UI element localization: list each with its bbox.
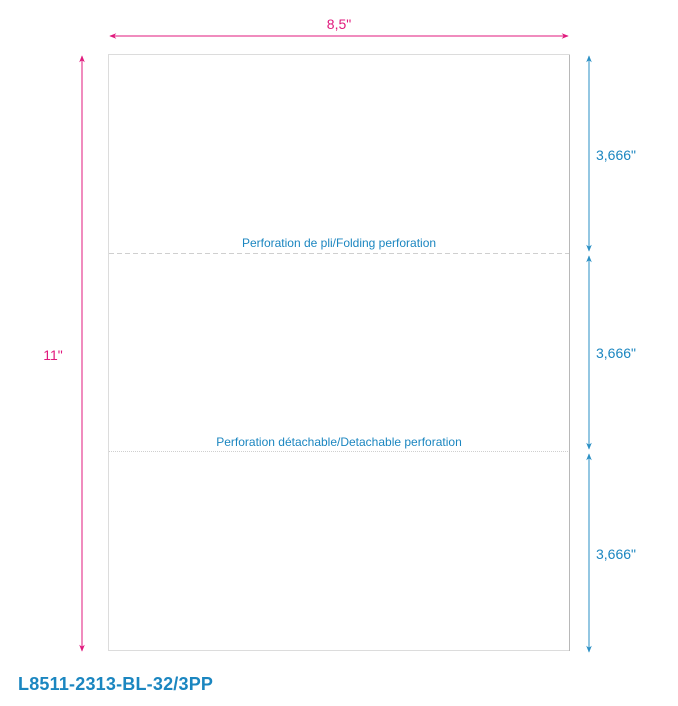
sheet — [108, 54, 570, 651]
section-2-label: 3,666" — [596, 345, 636, 361]
width-label: 8,5" — [327, 16, 351, 32]
section-3-label: 3,666" — [596, 546, 636, 562]
detachable-perforation-label: Perforation détachable/Detachable perfor… — [216, 435, 462, 449]
height-label: 11" — [43, 347, 63, 363]
folding-perforation-label: Perforation de pli/Folding perforation — [242, 236, 436, 250]
section-1-label: 3,666" — [596, 147, 636, 163]
product-code: L8511-2313-BL-32/3PP — [18, 674, 214, 694]
